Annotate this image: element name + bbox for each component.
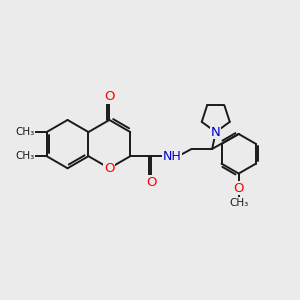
Text: NH: NH	[163, 150, 182, 163]
Text: CH₃: CH₃	[15, 127, 34, 137]
Text: O: O	[233, 182, 244, 195]
Text: O: O	[104, 162, 115, 175]
Text: O: O	[146, 176, 157, 188]
Text: CH₃: CH₃	[15, 151, 34, 161]
Text: N: N	[211, 125, 220, 139]
Text: CH₃: CH₃	[229, 198, 248, 208]
Text: O: O	[104, 90, 115, 103]
